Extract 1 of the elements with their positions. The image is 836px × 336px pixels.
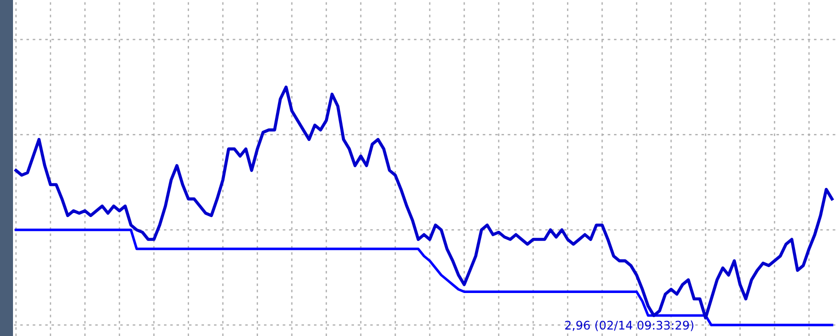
annotation: 2,96 (02/14 09:33:29)	[565, 320, 694, 332]
